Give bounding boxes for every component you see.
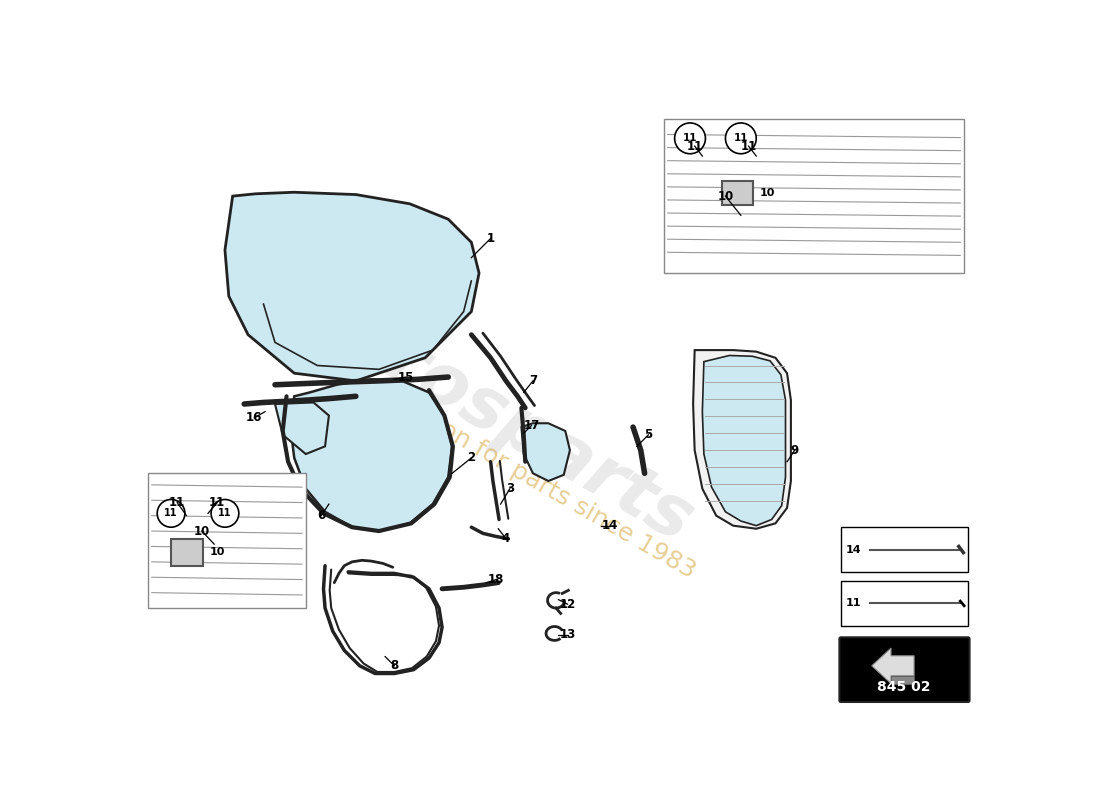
Text: eurosparts: eurosparts [287,276,705,557]
Text: 10: 10 [717,190,734,202]
Text: 11: 11 [846,598,861,609]
Text: 1: 1 [486,232,495,245]
Text: 10: 10 [209,547,224,557]
Circle shape [157,499,185,527]
Text: 9: 9 [791,444,799,457]
Text: 14: 14 [602,519,618,532]
Text: 7: 7 [529,374,537,387]
Text: 2: 2 [468,451,475,464]
Text: 11: 11 [686,139,703,153]
Polygon shape [224,192,480,381]
Text: 845 02: 845 02 [878,679,931,694]
Text: 11: 11 [740,139,757,153]
Text: 5: 5 [645,428,652,442]
Text: 12: 12 [560,598,575,610]
Text: 11: 11 [734,134,748,143]
Text: 11: 11 [209,496,226,509]
Text: 18: 18 [487,573,504,586]
Text: 11: 11 [169,496,185,509]
Bar [842,581,968,626]
Text: 3: 3 [506,482,514,495]
Text: 10: 10 [759,188,774,198]
Text: 8: 8 [390,659,398,672]
Polygon shape [521,423,570,481]
Polygon shape [693,350,791,529]
Text: 6: 6 [317,509,326,522]
Text: 4: 4 [502,532,510,546]
Text: 11: 11 [218,508,232,518]
FancyBboxPatch shape [839,638,969,702]
Circle shape [726,123,757,154]
Polygon shape [703,355,785,526]
Text: 16: 16 [246,411,263,424]
Text: 15: 15 [398,370,414,383]
Text: 17: 17 [524,419,539,432]
Text: 11: 11 [164,508,178,518]
Polygon shape [290,379,452,531]
Bar [147,474,306,608]
Polygon shape [275,402,329,454]
Text: 13: 13 [560,629,575,642]
Bar [842,527,968,572]
Polygon shape [891,676,914,683]
Text: 11: 11 [683,134,697,143]
Text: 14: 14 [846,545,861,554]
Bar [172,538,204,566]
Circle shape [674,123,705,154]
Circle shape [211,499,239,527]
Polygon shape [871,648,914,683]
Text: a passion for parts since 1983: a passion for parts since 1983 [360,373,700,583]
Text: 10: 10 [194,525,210,538]
Bar [723,181,754,206]
Bar [664,119,964,273]
